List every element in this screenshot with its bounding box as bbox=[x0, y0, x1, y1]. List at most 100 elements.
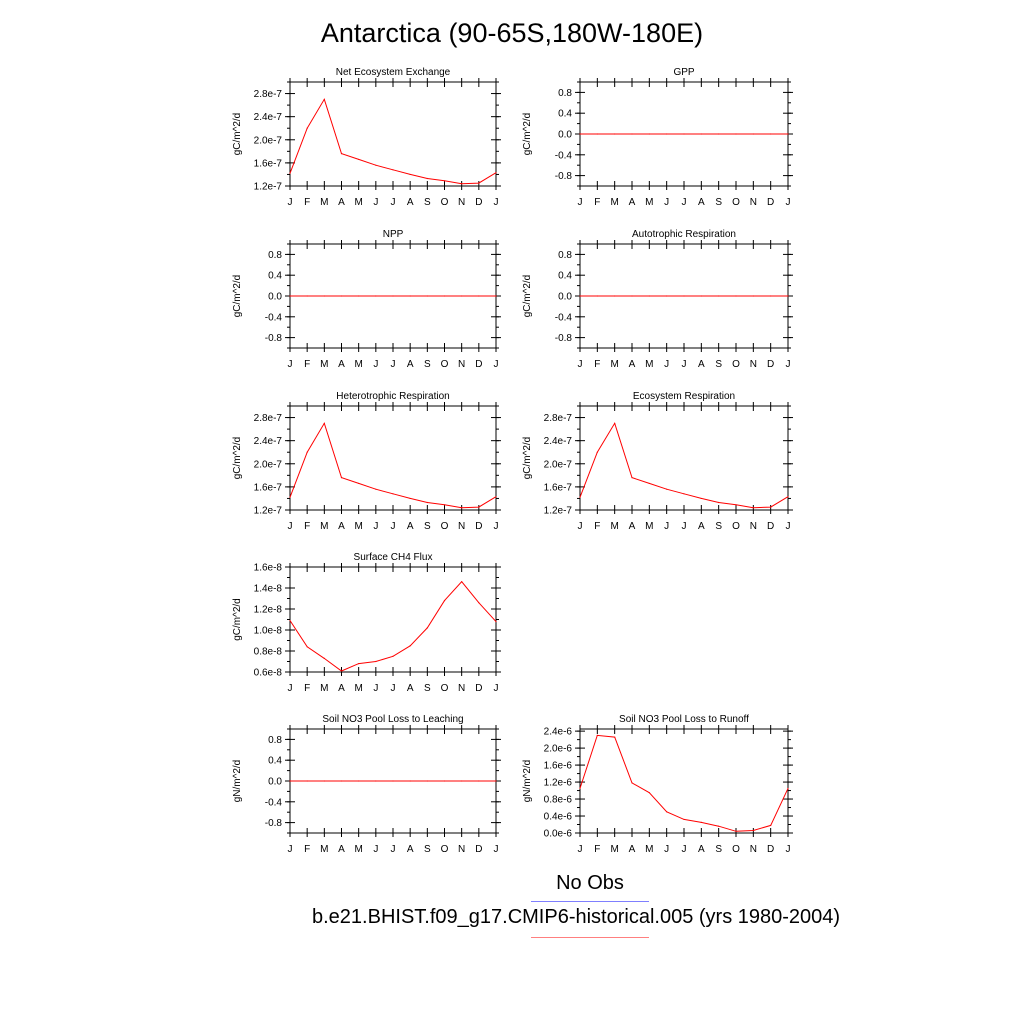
data-point bbox=[323, 295, 325, 297]
x-tick-label: J bbox=[664, 197, 669, 208]
y-tick-label: 0.4 bbox=[558, 109, 572, 120]
x-tick-label: M bbox=[610, 359, 618, 370]
x-tick-label: J bbox=[682, 844, 687, 855]
x-tick-label: M bbox=[645, 359, 653, 370]
x-tick-label: A bbox=[407, 359, 414, 370]
x-tick-label: A bbox=[698, 197, 705, 208]
x-tick-label: F bbox=[304, 844, 310, 855]
x-tick-label: A bbox=[338, 359, 345, 370]
y-tick-label: 0.6e-8 bbox=[254, 668, 283, 679]
data-point bbox=[443, 504, 446, 506]
y-tick-label: 0.0 bbox=[268, 292, 282, 303]
y-axis-label: gN/m^2/d bbox=[522, 760, 533, 803]
x-tick-label: D bbox=[767, 844, 774, 855]
data-point bbox=[718, 133, 720, 135]
data-point bbox=[340, 670, 343, 672]
x-tick-label: O bbox=[732, 521, 740, 532]
data-point bbox=[306, 127, 308, 129]
x-tick-label: A bbox=[338, 197, 345, 208]
x-tick-label: J bbox=[664, 844, 669, 855]
data-point bbox=[340, 477, 343, 479]
data-point bbox=[666, 133, 668, 135]
y-tick-label: 2.0e-7 bbox=[254, 135, 283, 146]
data-point bbox=[631, 133, 633, 135]
x-tick-label: A bbox=[698, 521, 705, 532]
data-point bbox=[323, 657, 325, 659]
y-axis-label: gC/m^2/d bbox=[232, 598, 243, 641]
data-point bbox=[392, 655, 394, 657]
legend-obs-line bbox=[531, 901, 649, 902]
x-tick-label: O bbox=[441, 197, 449, 208]
x-tick-label: M bbox=[320, 197, 328, 208]
data-point bbox=[735, 133, 737, 135]
y-tick-label: 0.4e-6 bbox=[544, 812, 573, 823]
y-tick-label: -0.4 bbox=[265, 312, 283, 323]
x-tick-label: O bbox=[732, 844, 740, 855]
x-tick-label: A bbox=[407, 844, 414, 855]
data-point bbox=[461, 780, 463, 782]
x-tick-label: J bbox=[578, 197, 583, 208]
y-tick-label: -0.4 bbox=[555, 312, 573, 323]
legend-case-line bbox=[531, 937, 649, 938]
panel-title: Net Ecosystem Exchange bbox=[336, 67, 451, 78]
x-tick-label: J bbox=[494, 359, 499, 370]
x-tick-label: S bbox=[715, 197, 722, 208]
data-point bbox=[340, 780, 343, 782]
series-line bbox=[289, 422, 497, 509]
x-tick-label: O bbox=[441, 844, 449, 855]
x-tick-label: M bbox=[320, 683, 328, 694]
x-tick-label: J bbox=[786, 844, 791, 855]
y-tick-label: 0.4 bbox=[558, 271, 572, 282]
x-tick-label: M bbox=[645, 844, 653, 855]
x-tick-label: A bbox=[698, 844, 705, 855]
y-tick-label: 0.4 bbox=[268, 271, 282, 282]
data-point bbox=[478, 182, 480, 184]
x-tick-label: F bbox=[304, 197, 310, 208]
x-tick-label: N bbox=[458, 197, 465, 208]
data-point bbox=[306, 646, 308, 648]
x-tick-label: J bbox=[391, 683, 396, 694]
series-line bbox=[289, 580, 497, 672]
y-tick-label: 0.4 bbox=[268, 756, 282, 767]
y-tick-label: -0.8 bbox=[265, 333, 283, 344]
x-tick-label: S bbox=[424, 521, 431, 532]
x-tick-label: M bbox=[354, 197, 362, 208]
data-point bbox=[735, 295, 737, 297]
x-tick-label: J bbox=[373, 521, 378, 532]
data-point bbox=[495, 621, 497, 623]
data-point bbox=[409, 780, 411, 782]
data-point bbox=[700, 497, 702, 500]
data-point bbox=[375, 164, 377, 166]
data-point bbox=[461, 295, 463, 297]
x-tick-label: A bbox=[629, 844, 636, 855]
x-tick-label: M bbox=[354, 683, 362, 694]
y-tick-label: -0.8 bbox=[555, 333, 573, 344]
y-tick-label: 1.6e-7 bbox=[254, 482, 283, 493]
data-point bbox=[478, 506, 480, 508]
x-tick-label: F bbox=[304, 359, 310, 370]
x-tick-label: J bbox=[288, 197, 293, 208]
x-tick-label: A bbox=[629, 197, 636, 208]
data-point bbox=[443, 295, 446, 297]
data-point bbox=[648, 133, 650, 135]
x-tick-label: J bbox=[288, 521, 293, 532]
x-tick-label: J bbox=[578, 844, 583, 855]
y-tick-label: 1.0e-8 bbox=[254, 626, 283, 637]
data-point bbox=[323, 780, 325, 782]
data-point bbox=[700, 133, 702, 135]
x-tick-label: D bbox=[767, 521, 774, 532]
y-tick-label: 2.4e-7 bbox=[254, 112, 283, 123]
y-tick-label: 1.6e-7 bbox=[544, 482, 573, 493]
panel-title: NPP bbox=[383, 229, 404, 240]
data-point bbox=[495, 172, 497, 174]
x-tick-label: J bbox=[288, 844, 293, 855]
legend-case-label: b.e21.BHIST.f09_g17.CMIP6-historical.005… bbox=[312, 906, 841, 928]
data-point bbox=[596, 295, 598, 297]
data-point bbox=[770, 506, 772, 508]
data-point bbox=[666, 488, 668, 490]
y-tick-label: 1.6e-8 bbox=[254, 563, 283, 574]
